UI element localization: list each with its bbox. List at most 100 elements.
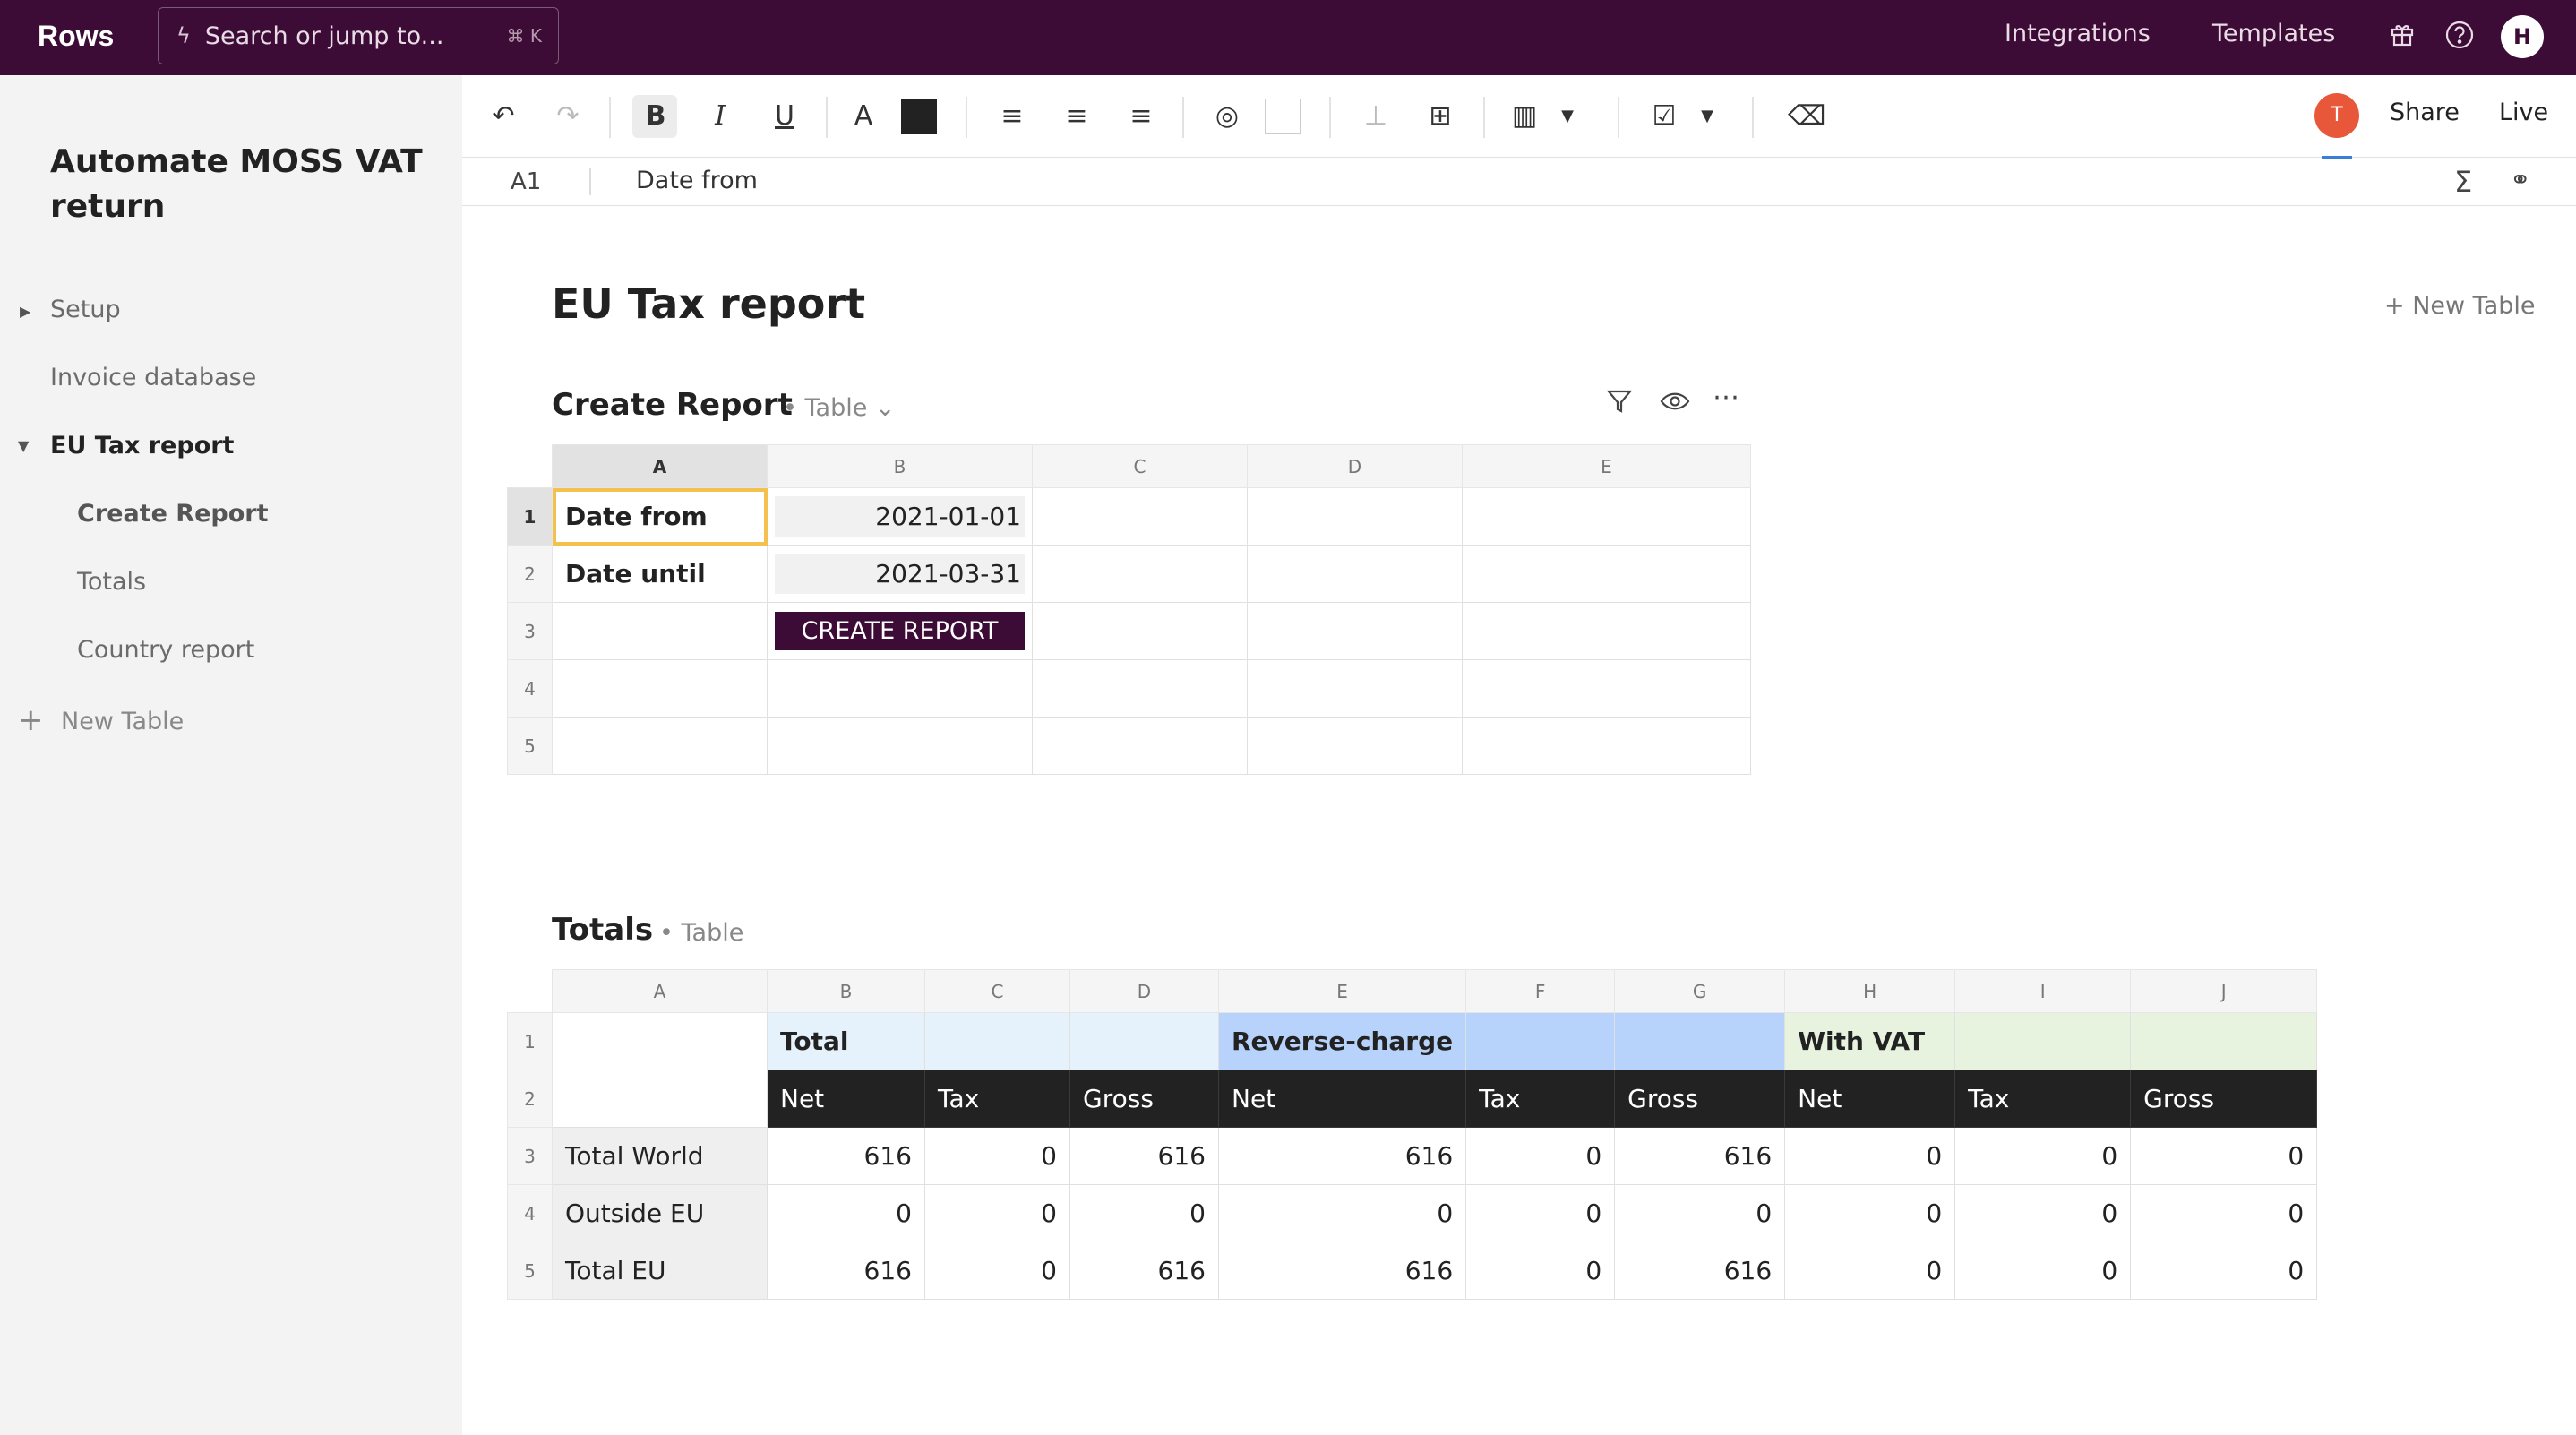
undo-icon[interactable]: ↶	[492, 100, 515, 132]
cell[interactable]	[1032, 659, 1248, 718]
row-label[interactable]: Outside EU	[552, 1184, 768, 1242]
cell[interactable]	[1462, 602, 1751, 660]
sidebar-item-eu-tax-report[interactable]: EU Tax report	[50, 432, 235, 460]
sidebar-item-create-report[interactable]: Create Report	[77, 500, 269, 528]
sum-icon[interactable]: Σ	[2454, 165, 2473, 199]
column-header[interactable]: B	[767, 444, 1033, 488]
cell[interactable]: 0	[1784, 1127, 1956, 1185]
cell[interactable]: 0	[1217, 1184, 1467, 1242]
cell[interactable]	[1069, 1012, 1219, 1070]
cell[interactable]	[552, 1012, 768, 1070]
cell[interactable]: 616	[767, 1242, 925, 1300]
caret-down-icon[interactable]: ▼	[18, 437, 30, 454]
cell[interactable]: 0	[1614, 1184, 1786, 1242]
cell[interactable]: 616	[1217, 1127, 1467, 1185]
cell[interactable]: 0	[924, 1242, 1070, 1300]
fill-color-swatch[interactable]	[1265, 99, 1301, 134]
cell[interactable]: 0	[767, 1184, 925, 1242]
column-header[interactable]: J	[2130, 969, 2318, 1013]
share-button[interactable]: Share	[2390, 99, 2460, 126]
cell[interactable]	[552, 717, 768, 775]
cell[interactable]	[1247, 487, 1463, 546]
cell[interactable]	[1032, 487, 1248, 546]
cell[interactable]: 616	[767, 1127, 925, 1185]
column-header[interactable]: F	[1465, 969, 1616, 1013]
subheader-cell[interactable]: Tax	[1465, 1070, 1616, 1128]
live-button[interactable]: Live	[2499, 99, 2549, 126]
gift-icon[interactable]	[2386, 20, 2418, 52]
sidebar-new-table[interactable]: New Table	[61, 708, 185, 735]
create-report-button[interactable]: CREATE REPORT	[775, 612, 1025, 650]
user-avatar[interactable]: H	[2501, 15, 2544, 58]
cell[interactable]	[1465, 1012, 1616, 1070]
group-header-with-vat[interactable]: With VAT	[1784, 1012, 1956, 1070]
row-header[interactable]: 1	[507, 487, 553, 546]
cell[interactable]: 616	[1069, 1127, 1219, 1185]
create-report-title[interactable]: Create Report	[552, 387, 793, 423]
text-color-swatch[interactable]	[901, 99, 937, 134]
eye-icon[interactable]	[1659, 387, 1691, 423]
cell[interactable]	[1032, 717, 1248, 775]
column-header[interactable]: B	[767, 969, 925, 1013]
clear-format-icon[interactable]: ⌫	[1788, 100, 1826, 132]
cell-b1[interactable]: 2021-01-01	[767, 487, 1033, 546]
formula-input[interactable]: Date from	[636, 167, 758, 194]
subheader-cell[interactable]: Net	[1217, 1070, 1467, 1128]
cell[interactable]	[552, 659, 768, 718]
more-options-icon[interactable]: ⋯	[1713, 382, 1739, 413]
cell[interactable]	[1462, 717, 1751, 775]
integrations-link[interactable]: Integrations	[2005, 20, 2151, 47]
cell-b3[interactable]: CREATE REPORT	[767, 602, 1033, 660]
cell[interactable]: 0	[1465, 1242, 1616, 1300]
checkbox-icon[interactable]: ☑	[1652, 100, 1677, 132]
templates-link[interactable]: Templates	[2212, 20, 2336, 47]
cell[interactable]	[1462, 487, 1751, 546]
cell[interactable]	[1247, 545, 1463, 603]
subheader-cell[interactable]: Tax	[1954, 1070, 2132, 1128]
palette-icon[interactable]: ◎	[1215, 100, 1240, 132]
cell[interactable]: 616	[1217, 1242, 1467, 1300]
document-title[interactable]: Automate MOSS VAT return	[50, 143, 423, 225]
row-header[interactable]: 1	[507, 1012, 553, 1070]
chevron-down-icon[interactable]: ▼	[1561, 107, 1574, 125]
column-header[interactable]: G	[1614, 969, 1786, 1013]
cell[interactable]: 0	[1954, 1242, 2132, 1300]
cell[interactable]	[1032, 602, 1248, 660]
format-painter-icon[interactable]: ⊥	[1363, 100, 1388, 132]
caret-right-icon[interactable]: ▶	[20, 303, 31, 320]
cell[interactable]: 0	[924, 1127, 1070, 1185]
chevron-down-icon[interactable]: ▼	[1701, 107, 1713, 125]
sidebar-item-invoice-database[interactable]: Invoice database	[50, 364, 257, 391]
column-header[interactable]: E	[1217, 969, 1467, 1013]
column-header[interactable]: C	[924, 969, 1070, 1013]
cell-b2[interactable]: 2021-03-31	[767, 545, 1033, 603]
text-color-icon[interactable]: A	[854, 100, 873, 132]
cell[interactable]: 0	[1465, 1127, 1616, 1185]
column-header[interactable]: A	[552, 969, 768, 1013]
column-header[interactable]: I	[1954, 969, 2132, 1013]
cell-reference[interactable]: A1	[511, 168, 542, 195]
date-until-value[interactable]: 2021-03-31	[775, 554, 1025, 594]
cell[interactable]: 0	[1784, 1242, 1956, 1300]
column-layout-icon[interactable]: ▥	[1511, 100, 1538, 132]
cell[interactable]: 0	[924, 1184, 1070, 1242]
cell[interactable]	[552, 602, 768, 660]
cell[interactable]	[1032, 545, 1248, 603]
subheader-cell[interactable]: Net	[767, 1070, 925, 1128]
cell[interactable]: 0	[1465, 1184, 1616, 1242]
column-header[interactable]: C	[1032, 444, 1248, 488]
cell[interactable]: 616	[1614, 1127, 1786, 1185]
cell[interactable]	[1614, 1012, 1786, 1070]
row-header[interactable]: 5	[507, 717, 553, 775]
cell[interactable]: 0	[1954, 1127, 2132, 1185]
cell[interactable]	[1247, 659, 1463, 718]
cell-a2[interactable]: Date until	[552, 545, 768, 603]
column-header[interactable]: D	[1069, 969, 1219, 1013]
cell[interactable]	[1462, 659, 1751, 718]
column-header[interactable]: E	[1462, 444, 1751, 488]
cell[interactable]	[924, 1012, 1070, 1070]
group-header-total[interactable]: Total	[767, 1012, 925, 1070]
cell[interactable]	[767, 659, 1033, 718]
column-header[interactable]: A	[552, 444, 768, 488]
italic-icon[interactable]: I	[715, 100, 726, 132]
